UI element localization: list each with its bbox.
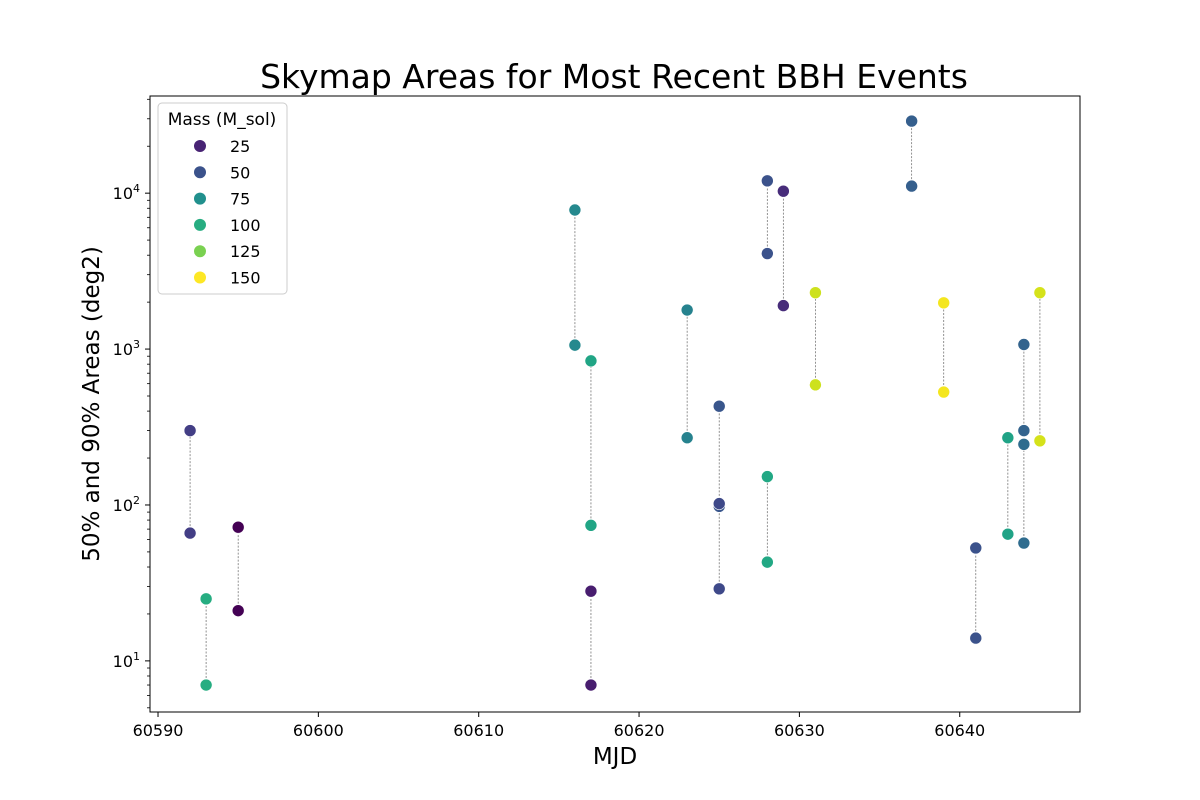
y-tick-label: 103 <box>113 338 140 359</box>
legend-marker <box>194 140 206 152</box>
connector-lines <box>189 121 1041 686</box>
event-point-50 <box>199 678 213 692</box>
x-tick-label: 60600 <box>293 721 344 740</box>
plot-frame <box>149 95 1081 713</box>
legend-marker <box>194 218 206 231</box>
y-axis-label: 50% and 90% Areas (deg2) <box>79 246 105 562</box>
event-point-50 <box>183 526 197 540</box>
y-axis: 101 102 103 104 <box>113 98 150 709</box>
event-point-90 <box>809 286 822 299</box>
event-point-90 <box>905 114 918 128</box>
event-point-50 <box>777 299 790 312</box>
event-point-90 <box>584 354 598 368</box>
event-point-50 <box>568 338 582 352</box>
x-tick-label: 60640 <box>934 721 985 740</box>
event-point-90 <box>777 184 790 198</box>
legend-label: 100 <box>230 216 261 235</box>
legend-label: 75 <box>230 190 250 209</box>
event-point-90 <box>199 592 213 606</box>
event-point-90 <box>1017 438 1031 451</box>
x-tick-label: 60630 <box>774 721 825 740</box>
x-axis: 60590 60600 60610 60620 60630 60640 <box>133 712 985 740</box>
legend-marker <box>194 166 206 179</box>
event-point-50 <box>584 519 598 532</box>
x-tick-label: 60590 <box>133 721 184 740</box>
y-tick-label: 102 <box>113 494 140 515</box>
legend-title: Mass (M_sol) <box>168 110 277 130</box>
event-point-50 <box>937 385 951 399</box>
event-point-50 <box>1017 536 1031 550</box>
chart-title: Skymap Areas for Most Recent BBH Events <box>260 57 968 96</box>
event-point-90 <box>761 174 774 188</box>
event-point-90 <box>1001 431 1015 445</box>
event-point-90 <box>231 520 245 534</box>
event-point-50 <box>969 631 983 645</box>
x-axis-label: MJD <box>593 744 637 770</box>
legend: Mass (M_sol) 25 50 75 100 125 150 <box>157 102 288 295</box>
event-point-50 <box>584 678 598 692</box>
legend-box <box>157 102 288 295</box>
legend-label: 25 <box>230 137 250 156</box>
event-point-50 <box>680 431 694 445</box>
event-point-50 <box>231 604 245 617</box>
event-point-90 <box>761 470 774 483</box>
event-point-50 <box>1017 424 1031 437</box>
event-point-90 <box>1017 338 1031 351</box>
event-point-50 <box>761 555 774 569</box>
event-point-50 <box>712 582 726 596</box>
legend-marker <box>194 192 206 205</box>
event-point-50 <box>1033 434 1047 448</box>
legend-label: 50 <box>230 163 250 182</box>
legend-label: 150 <box>230 269 261 288</box>
event-point-90 <box>584 584 598 598</box>
event-point-50 <box>761 247 774 260</box>
legend-marker <box>194 245 206 258</box>
event-point-90 <box>568 203 582 217</box>
legend-marker <box>194 271 206 284</box>
data-points <box>183 114 1047 692</box>
x-tick-label: 60620 <box>614 721 665 740</box>
event-point-90 <box>183 424 197 437</box>
event-point-50 <box>809 378 822 392</box>
event-point-50 <box>1001 527 1015 541</box>
event-point-90 <box>680 303 694 317</box>
x-tick-label: 60610 <box>453 721 504 740</box>
event-point-90 <box>1033 286 1047 299</box>
y-tick-label: 101 <box>113 650 140 671</box>
legend-label: 125 <box>230 242 261 261</box>
event-point-50 <box>905 179 918 193</box>
event-point-90 <box>937 296 951 310</box>
event-point-90 <box>712 497 726 510</box>
event-point-90 <box>969 541 983 555</box>
y-tick-label: 104 <box>113 182 140 203</box>
event-point-90 <box>712 399 726 413</box>
